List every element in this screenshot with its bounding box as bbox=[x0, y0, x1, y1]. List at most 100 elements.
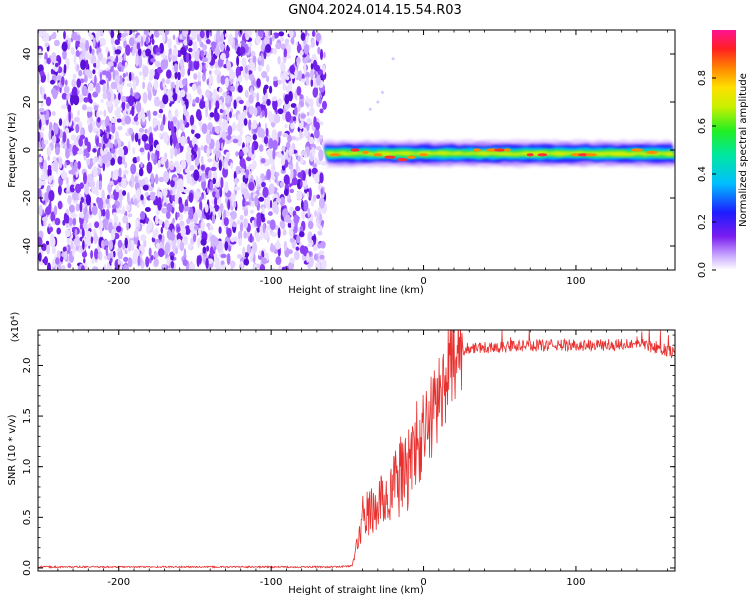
noise-dot bbox=[175, 83, 180, 95]
noise-dot bbox=[290, 103, 297, 108]
noise-dot bbox=[51, 52, 57, 63]
noise-dot bbox=[134, 92, 140, 100]
noise-dot bbox=[94, 221, 100, 229]
noise-dot bbox=[71, 78, 76, 88]
noise-dot bbox=[56, 75, 63, 81]
noise-dot bbox=[140, 234, 147, 242]
noise-dot bbox=[172, 87, 176, 94]
noise-dot bbox=[253, 107, 258, 117]
noise-dot bbox=[269, 85, 273, 94]
noise-dot bbox=[182, 259, 188, 266]
noise-dot bbox=[193, 169, 200, 181]
noise-dot bbox=[255, 35, 261, 45]
signal-hotspot bbox=[631, 148, 643, 152]
noise-dot bbox=[179, 34, 183, 40]
noise-dot bbox=[134, 30, 138, 33]
noise-dot bbox=[38, 188, 42, 198]
noise-dot bbox=[214, 61, 218, 69]
noise-dot bbox=[316, 194, 321, 199]
noise-dot bbox=[314, 128, 320, 139]
noise-dot bbox=[65, 57, 70, 70]
noise-dot bbox=[50, 211, 56, 223]
noise-dot bbox=[241, 188, 248, 196]
noise-dot bbox=[197, 71, 201, 82]
noise-dot bbox=[177, 120, 180, 131]
noise-dot bbox=[122, 190, 127, 196]
noise-dot bbox=[98, 209, 102, 221]
noise-dot bbox=[275, 256, 282, 266]
noise-dot bbox=[226, 112, 230, 122]
noise-dot bbox=[221, 131, 227, 140]
noise-dot bbox=[98, 142, 102, 148]
noise-dot bbox=[68, 111, 72, 123]
noise-dot bbox=[230, 237, 235, 243]
noise-dot bbox=[98, 180, 102, 191]
noise-dot bbox=[283, 188, 289, 196]
noise-dot bbox=[243, 105, 247, 111]
noise-dot bbox=[93, 63, 97, 68]
noise-dot bbox=[251, 90, 254, 96]
noise-dot bbox=[108, 64, 111, 70]
noise-dot bbox=[300, 32, 306, 41]
noise-dot bbox=[127, 95, 134, 107]
snr-x-label: Height of straight line (km) bbox=[288, 585, 424, 596]
noise-dot bbox=[77, 109, 80, 117]
noise-dot bbox=[193, 73, 198, 80]
noise-dot bbox=[175, 247, 179, 255]
noise-dot bbox=[184, 168, 191, 174]
noise-dot bbox=[57, 185, 62, 196]
noise-dot bbox=[281, 145, 286, 152]
noise-dot bbox=[45, 240, 50, 245]
noise-dot bbox=[189, 164, 195, 171]
noise-dot bbox=[248, 137, 252, 143]
noise-dot bbox=[232, 138, 239, 144]
noise-dot bbox=[138, 56, 143, 69]
noise-dot bbox=[71, 31, 78, 41]
noise-dot bbox=[214, 112, 220, 122]
noise-dot bbox=[248, 119, 252, 131]
noise-dot bbox=[185, 52, 190, 64]
colorbar-label: Normalized spectral amplitude bbox=[738, 73, 749, 227]
noise-dot bbox=[249, 73, 255, 81]
noise-dot bbox=[88, 82, 94, 92]
noise-dot bbox=[143, 51, 146, 57]
noise-dot bbox=[174, 146, 178, 157]
noise-dot bbox=[40, 30, 47, 38]
noise-dot bbox=[261, 181, 266, 188]
noise-dot bbox=[208, 99, 212, 111]
noise-dot bbox=[259, 264, 266, 270]
noise-dot bbox=[65, 176, 69, 186]
noise-dot bbox=[70, 94, 74, 106]
noise-dot bbox=[170, 255, 175, 261]
noise-dot bbox=[219, 117, 222, 129]
noise-dot bbox=[105, 46, 109, 54]
noise-dot bbox=[202, 190, 207, 201]
noise-dot bbox=[183, 188, 190, 194]
noise-dot bbox=[181, 123, 185, 131]
noise-dot bbox=[67, 195, 72, 205]
noise-dot bbox=[97, 197, 104, 210]
noise-dot bbox=[210, 166, 217, 172]
noise-dot bbox=[115, 185, 119, 193]
noise-dot bbox=[294, 69, 298, 79]
noise-dot bbox=[218, 159, 222, 171]
noise-dot bbox=[127, 140, 131, 152]
noise-dot bbox=[322, 100, 327, 110]
noise-dot bbox=[318, 183, 322, 192]
noise-dot bbox=[136, 156, 140, 163]
noise-dot bbox=[319, 214, 323, 222]
noise-dot bbox=[257, 65, 262, 72]
noise-dot bbox=[172, 34, 176, 40]
noise-dot bbox=[67, 104, 72, 113]
noise-dot bbox=[262, 186, 269, 198]
noise-dot bbox=[297, 104, 301, 113]
noise-dot bbox=[105, 115, 110, 128]
noise-dot bbox=[102, 122, 105, 132]
noise-dot bbox=[221, 102, 225, 110]
noise-dot bbox=[123, 256, 129, 262]
noise-dot bbox=[198, 120, 203, 126]
noise-dot bbox=[158, 108, 164, 114]
noise-dot bbox=[299, 245, 306, 254]
noise-dot bbox=[272, 33, 275, 42]
noise-dot bbox=[74, 116, 80, 123]
